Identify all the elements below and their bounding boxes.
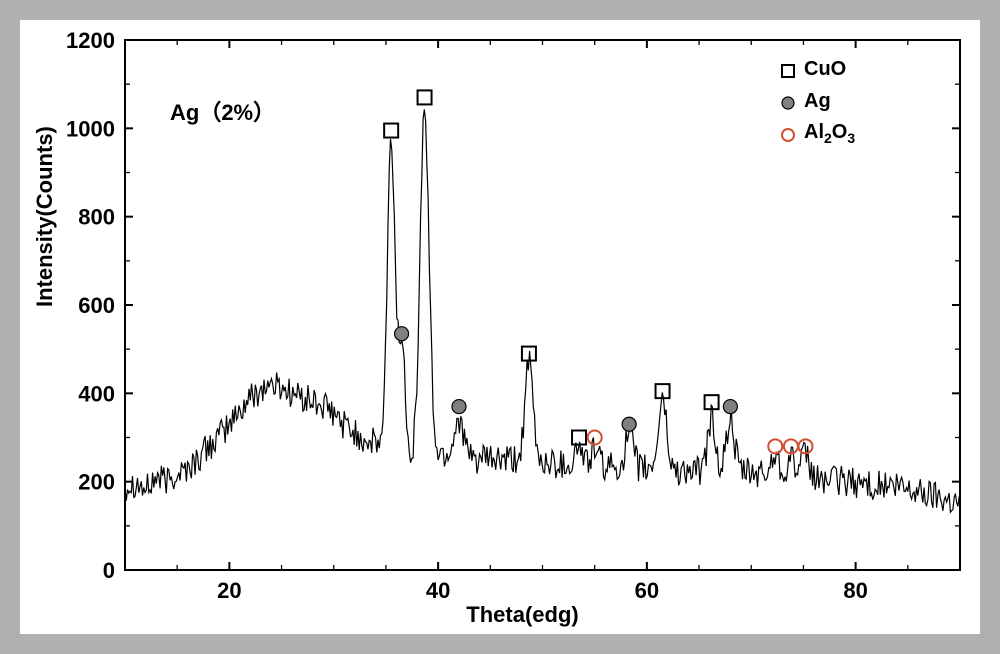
chart-frame: 20406080020040060080010001200 Intensity(… xyxy=(20,20,980,634)
legend-label: Al2O3 xyxy=(804,121,855,146)
legend-label: CuO xyxy=(804,58,846,81)
svg-text:600: 600 xyxy=(78,293,115,318)
svg-text:200: 200 xyxy=(78,470,115,495)
y-axis-label: Intensity(Counts) xyxy=(32,126,58,307)
legend-item: Al2O3 xyxy=(780,119,855,147)
legend: CuO Ag Al2O3 xyxy=(780,55,855,151)
svg-text:20: 20 xyxy=(217,578,241,603)
svg-text:800: 800 xyxy=(78,205,115,230)
svg-text:80: 80 xyxy=(843,578,867,603)
svg-text:60: 60 xyxy=(635,578,659,603)
svg-text:1000: 1000 xyxy=(66,116,115,141)
legend-label: Ag xyxy=(804,90,831,113)
svg-text:0: 0 xyxy=(103,558,115,583)
legend-item: Ag xyxy=(780,87,855,115)
x-axis-label: Theta(edg) xyxy=(466,602,578,628)
svg-text:40: 40 xyxy=(426,578,450,603)
legend-item: CuO xyxy=(780,55,855,83)
chart-container: 20406080020040060080010001200 Intensity(… xyxy=(0,0,1000,654)
svg-text:1200: 1200 xyxy=(66,28,115,53)
series-annotation: Ag（2%） xyxy=(170,95,275,127)
svg-text:400: 400 xyxy=(78,381,115,406)
